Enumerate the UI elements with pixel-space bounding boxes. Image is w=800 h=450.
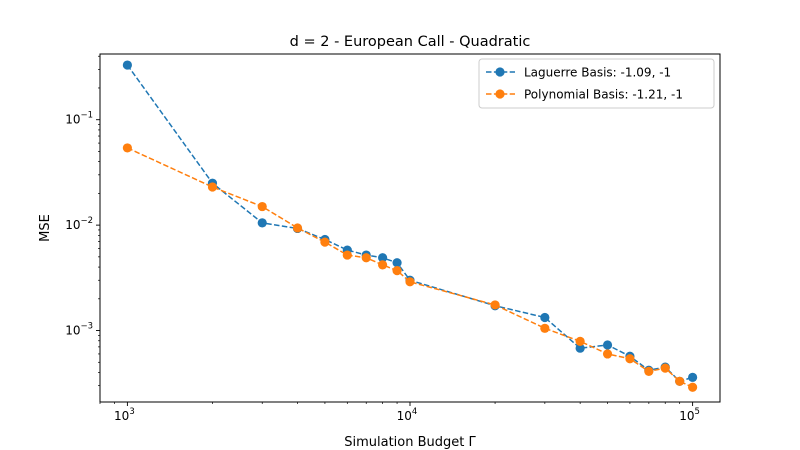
legend-marker	[495, 89, 505, 99]
x-tick-label: 103	[114, 407, 135, 423]
data-point	[361, 253, 371, 263]
data-point	[540, 323, 550, 333]
data-point	[257, 218, 267, 228]
data-point	[602, 340, 613, 350]
y-axis: 10−1 10−2 10−3	[65, 55, 100, 387]
data-point	[625, 354, 635, 364]
legend-label: Laguerre Basis: -1.09, -1	[524, 66, 671, 80]
legend-label: Polynomial Basis: -1.21, -1	[524, 88, 683, 102]
data-point	[688, 382, 698, 392]
data-point	[490, 300, 500, 310]
data-point	[122, 143, 132, 153]
x-tick-label: 105	[679, 407, 700, 423]
x-axis: 103 104 105	[99, 402, 700, 423]
data-point	[320, 237, 330, 247]
legend-marker	[495, 67, 505, 77]
data-point	[378, 253, 388, 263]
data-point	[378, 260, 388, 270]
data-point	[602, 349, 613, 359]
legend: Laguerre Basis: -1.09, -1 Polynomial Basi…	[478, 58, 715, 109]
y-tick-label: 10−1	[65, 111, 93, 127]
data-point	[540, 312, 550, 323]
data-point	[257, 201, 267, 212]
y-axis-label: MSE	[38, 214, 53, 242]
data-point	[575, 343, 585, 353]
data-point	[675, 376, 685, 386]
data-point	[122, 60, 132, 70]
series-2	[122, 143, 698, 392]
data-point	[660, 363, 670, 373]
data-point	[644, 366, 654, 376]
legend-frame	[478, 58, 715, 109]
data-point	[292, 223, 303, 233]
x-axis-label: Simulation Budget Γ	[344, 435, 476, 450]
data-point	[688, 372, 698, 382]
chart-title: d = 2 - European Call - Quadratic	[290, 34, 531, 50]
data-point	[405, 277, 415, 287]
x-tick-label: 104	[397, 407, 418, 423]
data-point	[392, 258, 402, 268]
data-point	[575, 336, 585, 346]
data-point	[342, 250, 352, 260]
y-tick-label: 10−3	[65, 322, 93, 338]
data-point	[392, 266, 402, 276]
y-tick-label: 10−2	[65, 216, 93, 232]
plot-area	[122, 60, 698, 392]
data-point	[207, 182, 218, 192]
